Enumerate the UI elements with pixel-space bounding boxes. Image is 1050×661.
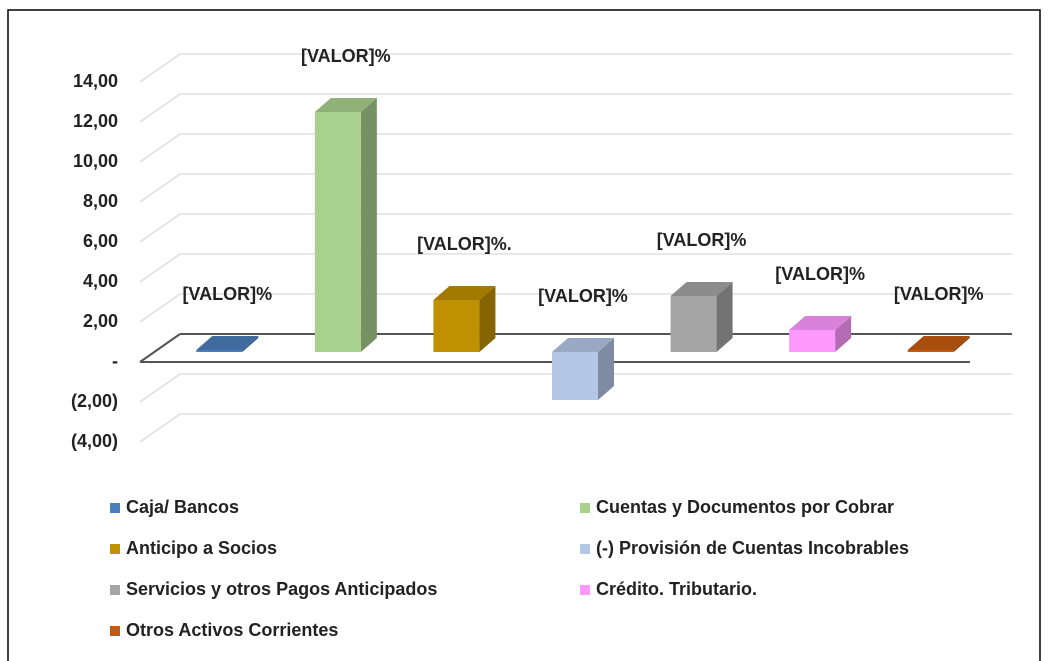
legend-swatch — [110, 626, 120, 636]
bar — [433, 300, 480, 352]
chart-frame — [7, 9, 1041, 661]
y-tick-label: 4,00 — [83, 271, 118, 291]
y-tick-label: 8,00 — [83, 191, 118, 211]
legend-label: Cuentas y Documentos por Cobrar — [596, 497, 894, 517]
grid-line — [139, 413, 181, 443]
bar-side — [479, 286, 496, 352]
y-tick-label: 10,00 — [73, 151, 118, 171]
bar — [552, 352, 598, 400]
data-label: [VALOR]% — [301, 46, 391, 66]
bar — [907, 350, 954, 352]
data-label: [VALOR]%. — [417, 234, 512, 254]
y-tick-label: (4,00) — [71, 431, 118, 451]
bar-top — [433, 286, 496, 300]
bar — [314, 112, 361, 352]
legend-label: Servicios y otros Pagos Anticipados — [126, 579, 437, 599]
grid-line — [139, 173, 181, 203]
bar-side — [835, 316, 852, 352]
bar-top — [552, 338, 614, 352]
legend-label: Crédito. Tributario. — [596, 579, 757, 599]
grid-line — [139, 373, 181, 403]
bar-top — [196, 336, 259, 350]
data-label: [VALOR]% — [894, 284, 984, 304]
legend-swatch — [110, 544, 120, 554]
legend-label: Caja/ Bancos — [126, 497, 239, 517]
bar-side — [716, 282, 733, 352]
bar — [670, 296, 717, 352]
legend-swatch — [110, 585, 120, 595]
legend-label: Anticipo a Socios — [126, 538, 277, 558]
bar — [789, 330, 836, 352]
bar-top — [907, 336, 970, 350]
y-tick-label: - — [112, 351, 118, 371]
data-label: [VALOR]% — [775, 264, 865, 284]
legend-label: Otros Activos Corrientes — [126, 620, 338, 640]
grid-line — [139, 293, 181, 323]
grid-line — [139, 133, 181, 163]
legend-label: (-) Provisión de Cuentas Incobrables — [596, 538, 909, 558]
legend-swatch — [580, 544, 590, 554]
grid-line — [139, 253, 181, 283]
grid-line — [139, 53, 181, 83]
bar-top — [314, 98, 377, 112]
bar-top — [670, 282, 733, 296]
grid-line — [139, 213, 181, 243]
legend-swatch — [110, 503, 120, 513]
legend-swatch — [580, 585, 590, 595]
y-tick-label: 12,00 — [73, 111, 118, 131]
bar — [196, 350, 243, 352]
grid-line — [139, 93, 181, 123]
y-tick-label: 6,00 — [83, 231, 118, 251]
bar-side — [598, 338, 614, 400]
bar-side — [360, 98, 377, 352]
y-tick-label: (2,00) — [71, 391, 118, 411]
data-label: [VALOR]% — [182, 284, 272, 304]
legend-swatch — [580, 503, 590, 513]
y-tick-label: 14,00 — [73, 71, 118, 91]
bar-top — [789, 316, 852, 330]
data-label: [VALOR]% — [657, 230, 747, 250]
y-tick-label: 2,00 — [83, 311, 118, 331]
data-label: [VALOR]% — [538, 286, 628, 306]
grid-line — [139, 333, 181, 363]
bar-side — [953, 336, 970, 352]
bar-side — [242, 336, 259, 352]
